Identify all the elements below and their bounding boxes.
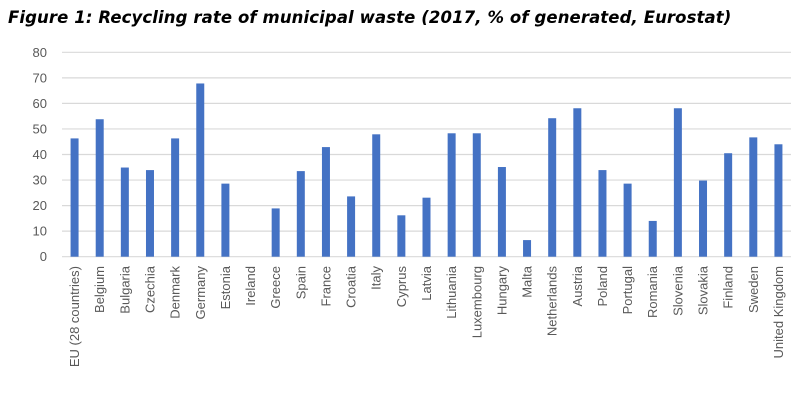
bar — [573, 108, 582, 257]
bar — [171, 138, 180, 257]
x-tick-label: EU (28 countries) — [67, 266, 82, 367]
x-tick-label: Spain — [293, 266, 308, 299]
x-tick-label: Sweden — [746, 266, 761, 313]
bar — [648, 220, 657, 257]
y-tick-label: 20 — [33, 198, 47, 213]
x-tick-label: Germany — [193, 266, 208, 320]
x-tick-label: Ireland — [243, 266, 258, 306]
x-tick-label: Austria — [570, 265, 585, 306]
x-tick-label: Luxembourg — [469, 266, 484, 338]
y-tick-label: 0 — [40, 249, 47, 264]
x-tick-label: Bulgaria — [117, 265, 132, 313]
x-tick-label: Slovakia — [696, 265, 711, 315]
chart-title: Figure 1: Recycling rate of municipal wa… — [8, 8, 732, 27]
bar — [372, 134, 381, 257]
x-tick-label: Portugal — [620, 266, 635, 315]
x-tick-label: Estonia — [218, 265, 233, 309]
x-tick-label: Greece — [268, 266, 283, 309]
bar — [447, 133, 456, 257]
x-tick-label: Cyprus — [394, 266, 409, 308]
bar — [749, 137, 758, 257]
x-tick-label: France — [318, 266, 333, 306]
bar — [95, 119, 104, 257]
bar — [497, 167, 506, 257]
x-tick-label: Netherlands — [545, 266, 560, 337]
x-tick-label: Belgium — [92, 266, 107, 313]
y-tick-label: 40 — [33, 147, 47, 162]
bar — [70, 138, 79, 257]
y-tick-label: 30 — [33, 173, 47, 188]
y-tick-label: 50 — [33, 121, 47, 136]
x-tick-label: Romania — [645, 265, 660, 318]
bar — [673, 108, 682, 257]
bar — [221, 183, 230, 257]
x-tick-label: United Kingdom — [771, 266, 786, 359]
bar — [598, 170, 607, 257]
x-tick-label: Slovenia — [670, 265, 685, 316]
x-tick-label: Czechia — [142, 265, 157, 313]
bar — [271, 208, 280, 257]
x-tick-label: Lithuania — [444, 265, 459, 319]
x-tick-label: Malta — [520, 265, 535, 298]
x-tick-label: Latvia — [419, 265, 434, 300]
bar — [196, 83, 205, 257]
bar — [699, 180, 708, 257]
bar — [774, 144, 783, 257]
bar — [397, 215, 406, 257]
bar — [347, 196, 356, 257]
x-tick-label: Croatia — [344, 265, 359, 308]
y-tick-label: 10 — [33, 224, 47, 239]
bar — [422, 197, 431, 257]
bar — [145, 170, 154, 257]
y-tick-label: 60 — [33, 96, 47, 111]
bar — [548, 118, 557, 257]
bar — [296, 171, 305, 257]
bar — [120, 167, 129, 257]
x-tick-label: Italy — [369, 266, 384, 290]
x-tick-label: Denmark — [168, 266, 183, 319]
bar — [724, 153, 733, 257]
x-tick-label: Poland — [595, 266, 610, 306]
y-tick-label: 80 — [33, 45, 47, 60]
bar — [321, 147, 330, 257]
bar — [523, 240, 532, 257]
y-tick-label: 70 — [33, 70, 47, 85]
x-tick-label: Hungary — [494, 266, 509, 316]
bar — [472, 133, 481, 257]
x-tick-label: Finland — [721, 266, 736, 309]
bar — [623, 183, 632, 257]
